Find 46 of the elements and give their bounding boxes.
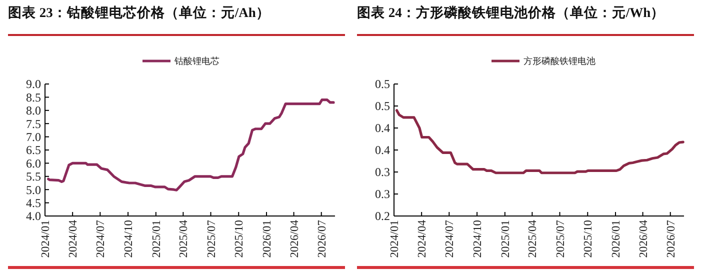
line-series bbox=[47, 98, 335, 192]
y-tick-label: 8.5 bbox=[26, 90, 41, 104]
legend-label: 方形磷酸铁锂电池 bbox=[524, 56, 596, 68]
chart-title: 图表 23：钴酸锂电芯价格（单位：元/Ah） bbox=[8, 5, 270, 20]
x-tick-label: 2025/01 bbox=[500, 220, 512, 258]
y-tick-label: 5.5 bbox=[26, 170, 41, 184]
y-tick-label: 6.0 bbox=[26, 156, 41, 170]
y-tick-label: 0.3 bbox=[375, 165, 390, 180]
y-tick-label: 7.0 bbox=[26, 130, 41, 144]
x-tick-label: 2026/01 bbox=[262, 220, 274, 258]
x-tick-label: 2024/01 bbox=[40, 220, 52, 258]
y-tick-label: 0.2 bbox=[375, 209, 390, 224]
y-tick-label: 4.0 bbox=[26, 209, 41, 224]
y-tick-label: 4.5 bbox=[26, 196, 41, 210]
x-tick-label: 2024/04 bbox=[68, 220, 80, 258]
x-tick-label: 2025/04 bbox=[527, 220, 540, 258]
line-series bbox=[395, 109, 684, 174]
legend-label: 钴酸锂电芯 bbox=[174, 56, 220, 68]
x-tick-label: 2026/01 bbox=[610, 220, 623, 258]
x-tick-label: 2024/07 bbox=[444, 220, 456, 258]
x-tick-label: 2025/01 bbox=[150, 220, 163, 258]
y-tick-label: 0.4 bbox=[375, 143, 390, 158]
x-tick-label: 2024/04 bbox=[416, 220, 429, 258]
y-tick-label: 8.0 bbox=[26, 104, 41, 118]
y-tick-label: 6.5 bbox=[26, 143, 41, 158]
x-tick-label: 2025/10 bbox=[234, 220, 246, 258]
x-tick-label: 2025/10 bbox=[582, 220, 595, 258]
x-tick-label: 2026/07 bbox=[665, 220, 678, 258]
x-tick-label: 2025/04 bbox=[178, 220, 190, 258]
x-tick-label: 2024/10 bbox=[472, 220, 484, 258]
x-tick-label: 2024/07 bbox=[95, 220, 108, 258]
y-tick-label: 9.0 bbox=[26, 77, 41, 92]
y-tick-label: 0.3 bbox=[375, 187, 390, 202]
y-tick-label: 5.0 bbox=[26, 182, 41, 197]
y-tick-label: 7.5 bbox=[26, 116, 41, 131]
x-tick-label: 2025/07 bbox=[206, 220, 218, 258]
x-tick-label: 2024/10 bbox=[123, 220, 136, 258]
x-tick-label: 2024/01 bbox=[389, 220, 402, 258]
x-tick-label: 2026/04 bbox=[288, 220, 301, 258]
x-tick-label: 2026/04 bbox=[638, 220, 650, 258]
y-tick-label: 0.5 bbox=[375, 77, 390, 92]
x-tick-label: 2025/07 bbox=[554, 220, 567, 258]
x-tick-label: 2026/07 bbox=[316, 220, 328, 258]
y-tick-label: 0.5 bbox=[375, 99, 390, 114]
y-tick-label: 0.4 bbox=[375, 121, 390, 136]
chart-title: 图表 24：方形磷酸铁锂电池价格（单位：元/Wh） bbox=[357, 4, 665, 20]
